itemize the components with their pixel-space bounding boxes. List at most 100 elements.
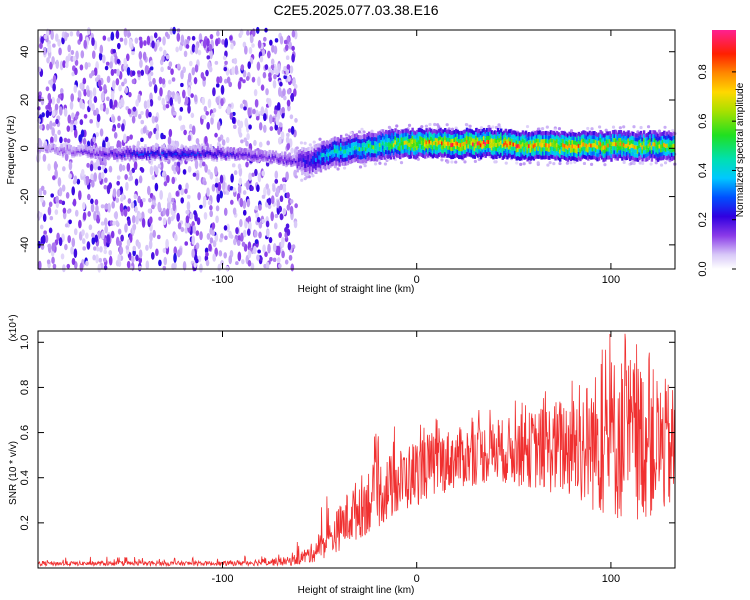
ridge-cell [439, 151, 442, 156]
noise-cell [51, 127, 55, 137]
noise-cell [39, 212, 43, 218]
noise-cell [190, 112, 195, 118]
ridge-cell [532, 148, 536, 153]
ridge-cell [442, 149, 445, 154]
noise-cell [159, 87, 163, 97]
ridge-cell [568, 151, 571, 156]
noise-cell [232, 187, 237, 193]
ridge-cell [627, 142, 630, 147]
ridge-cell [555, 147, 559, 152]
ridge-cell [395, 133, 399, 138]
ridge-cell [464, 149, 467, 154]
noise-cell [258, 122, 263, 131]
ridge-cell [431, 142, 435, 147]
noise-cell [208, 66, 213, 73]
ridge-cell [616, 144, 619, 149]
ridge-cell [358, 147, 362, 152]
ridge-cell [346, 149, 349, 154]
noise-cell [308, 143, 312, 147]
ridge-cell [352, 142, 355, 147]
ridge-cell [405, 136, 408, 141]
noise-cell [226, 223, 230, 233]
noise-cell [252, 108, 256, 115]
noise-cell [212, 87, 216, 97]
ridge-cell [352, 158, 355, 163]
noise-cell [279, 183, 284, 191]
ridge-cell [646, 137, 649, 142]
noise-cell [96, 113, 101, 123]
noise-cell [242, 200, 247, 209]
ridge-cell [616, 136, 619, 141]
noise-cell [344, 133, 349, 137]
ridge-cell [590, 147, 593, 152]
ridge-cell [641, 137, 644, 142]
ridge-cell [613, 146, 616, 151]
ridge-cell [456, 145, 459, 150]
noise-cell [282, 88, 286, 97]
ridge-cell [655, 132, 658, 137]
ridge-cell [302, 158, 306, 163]
noise-cell [43, 230, 47, 235]
ridge-cell [419, 152, 422, 157]
ridge-cell [346, 153, 349, 158]
ridge-cell [350, 159, 354, 164]
ridge-cell [204, 145, 208, 150]
ridge-cell [333, 156, 337, 161]
ridge-cell [383, 143, 386, 148]
ridge-cell [646, 149, 649, 154]
noise-cell [265, 261, 270, 270]
noise-cell [113, 69, 118, 74]
noise-cell [96, 158, 100, 167]
noise-cell [108, 255, 113, 266]
ridge-cell [527, 152, 531, 157]
noise-cell [72, 124, 77, 131]
ridge-cell [552, 143, 556, 148]
ridge-cell [325, 164, 329, 169]
noise-cell [285, 223, 290, 229]
ridge-cell [426, 145, 430, 150]
ridge-cell [475, 144, 478, 149]
noise-cell [190, 93, 194, 98]
ridge-cell [672, 155, 675, 160]
ridge-cell [639, 138, 643, 143]
noise-cell [407, 123, 412, 127]
ridge-cell [555, 155, 559, 160]
ridge-cell [484, 149, 487, 154]
ridge-cell [535, 142, 539, 147]
ridge-cell [493, 150, 497, 155]
noise-cell [157, 95, 162, 101]
ridge-cell [307, 146, 310, 151]
noise-cell [358, 165, 363, 169]
ridge-cell [490, 134, 494, 139]
ridge-cell [468, 144, 472, 149]
ridge-cell [596, 149, 599, 154]
noise-cell [251, 28, 256, 37]
ridge-cell [571, 156, 574, 161]
noise-cell [176, 212, 180, 222]
noise-cell [167, 79, 172, 85]
noise-cell [231, 163, 236, 168]
ridge-cell [540, 131, 543, 136]
ridge-cell [486, 144, 489, 149]
ridge-cell [590, 139, 593, 144]
ridge-cell [411, 139, 414, 144]
ridge-cell [504, 140, 508, 145]
ridge-cell [394, 128, 397, 133]
noise-cell [116, 58, 121, 65]
noise-cell [82, 212, 87, 221]
noise-cell [215, 38, 219, 47]
ridge-cell [159, 147, 163, 152]
noise-cell [261, 219, 266, 224]
ridge-cell [594, 136, 598, 141]
ridge-cell [493, 138, 497, 143]
ridge-cell [517, 139, 520, 144]
noise-cell [165, 54, 170, 60]
x-tick-label: 0 [414, 274, 420, 286]
ridge-cell [526, 157, 529, 162]
ridge-cell [630, 143, 633, 148]
ridge-cell [395, 149, 399, 154]
noise-cell [216, 121, 221, 131]
ridge-cell [545, 134, 548, 139]
ridge-cell [414, 155, 417, 160]
ridge-cell [621, 136, 624, 141]
